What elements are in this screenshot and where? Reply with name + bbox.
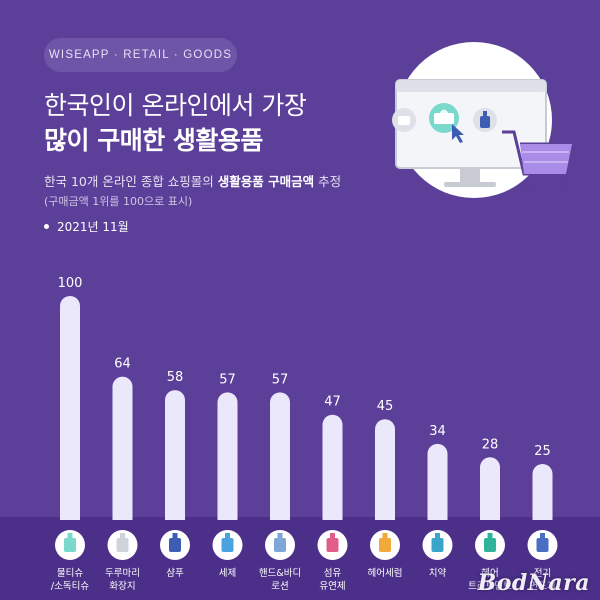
subtitle-post: 추정 — [314, 174, 342, 189]
category-label: 전기 면도기 — [529, 568, 556, 592]
value-label: 25 — [534, 444, 551, 459]
category-label: 물티슈 /소독티슈 — [50, 568, 90, 592]
category-label: 샴푸 — [166, 568, 184, 579]
lotion-icon-glyph — [274, 533, 286, 552]
toothpaste-icon-glyph — [431, 533, 444, 552]
bar — [112, 376, 133, 520]
title-line-2: 많이 구매한 생활용품 — [44, 126, 263, 155]
shopping-illustration — [392, 42, 574, 198]
value-label: 28 — [482, 437, 499, 452]
bar — [375, 419, 395, 520]
category-label: 치약 — [428, 568, 447, 579]
subtitle-note: (구매금액 1위를 100으로 표시) — [44, 195, 193, 208]
date-text: 2021년 11월 — [57, 220, 129, 234]
watermark: BodNara — [477, 570, 590, 596]
page-title: 한국인이 온라인에서 가장 많이 구매한 생활용품 — [44, 88, 307, 158]
value-label: 45 — [377, 399, 394, 414]
bar — [427, 443, 448, 520]
bar — [60, 296, 80, 520]
subtitle-strong: 생활용품 구매금액 — [217, 174, 315, 189]
category-label: 두루마리 화장지 — [105, 568, 140, 592]
category-label: 핸드&바디 로션 — [258, 568, 302, 592]
tag-pill: WISEAPP · RETAIL · GOODS — [44, 38, 237, 72]
bullet-dot — [44, 224, 49, 229]
bar — [480, 457, 500, 520]
value-label: 47 — [324, 395, 341, 410]
shopping-cart-icon — [502, 130, 574, 190]
subtitle: 한국 10개 온라인 종합 쇼핑몰의 생활용품 구매금액 추정 (구매금액 1위… — [44, 172, 341, 212]
value-label: 34 — [429, 424, 446, 439]
value-label: 100 — [58, 276, 83, 291]
category-label: 섬유 유연제 — [319, 568, 346, 592]
tissue-box-icon-glyph — [64, 533, 76, 552]
fabric-softener-icon-glyph — [326, 533, 339, 552]
bar — [217, 392, 238, 520]
toilet-paper-icon-glyph — [116, 533, 129, 552]
category-label: 헤어세럼 — [367, 568, 403, 579]
hair-serum-icon-glyph — [379, 533, 391, 552]
detergent-icon-glyph — [221, 533, 234, 552]
category-label: 세제 — [218, 568, 237, 579]
electric-shaver-icon-glyph — [536, 533, 549, 552]
date-label: 2021년 11월 — [44, 218, 129, 235]
value-label: 64 — [114, 357, 131, 372]
value-label: 57 — [219, 372, 236, 387]
bar — [165, 390, 185, 520]
bar — [322, 414, 343, 520]
title-line-1: 한국인이 온라인에서 가장 — [44, 91, 307, 120]
subtitle-pre: 한국 10개 온라인 종합 쇼핑몰의 — [44, 174, 218, 189]
category-strip — [0, 517, 600, 600]
value-label: 58 — [167, 370, 184, 385]
shampoo-icon-glyph — [169, 533, 181, 552]
bar — [270, 392, 290, 520]
hair-treatment-icon-glyph — [484, 533, 496, 552]
value-label: 57 — [272, 372, 289, 387]
category-label: 헤어 트리트먼트 — [468, 568, 512, 592]
bar — [532, 464, 553, 520]
